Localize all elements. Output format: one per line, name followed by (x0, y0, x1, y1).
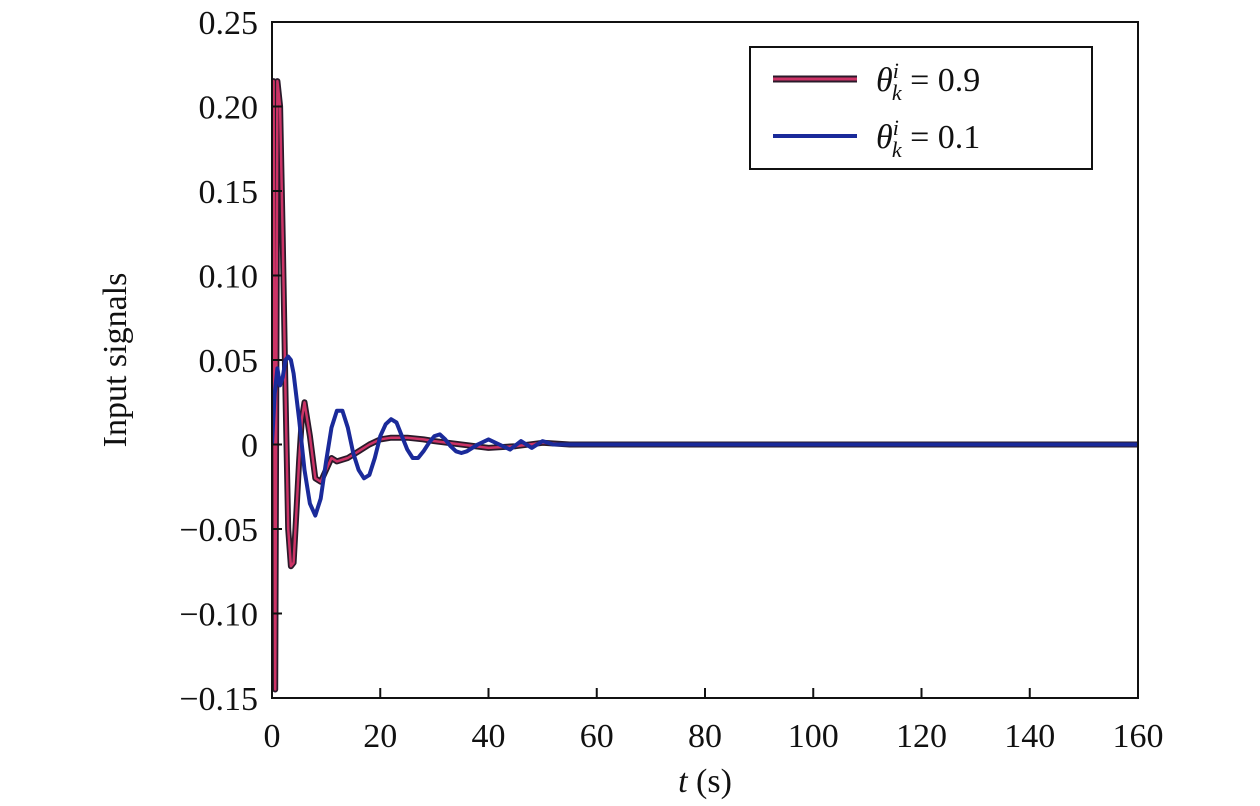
y-tick-label: 0.20 (199, 90, 259, 127)
x-tick-label: 100 (788, 718, 839, 755)
legend-label-1-symbol: θ (876, 119, 893, 156)
legend-label-1-value: = 0.1 (902, 119, 981, 156)
legend-label-1-sup: i (893, 115, 899, 140)
y-tick-label: 0 (241, 428, 258, 465)
series-layer (272, 78, 1138, 693)
y-tick-label: −0.10 (179, 597, 258, 634)
x-tick-label: 80 (688, 718, 722, 755)
x-axis-title-italic: t (678, 763, 689, 800)
x-tick-label: 0 (264, 718, 281, 755)
x-tick-label: 160 (1113, 718, 1164, 755)
legend-box (749, 46, 1093, 170)
series-1-line (272, 354, 1138, 518)
x-axis-title: t (s) (678, 763, 732, 800)
y-tick-label: 0.25 (199, 5, 259, 42)
x-tick-label: 20 (363, 718, 397, 755)
legend-label-0-sub: k (892, 80, 903, 105)
ticks-layer (271, 21, 1139, 699)
legend-label-1: θi k = 0.1 (876, 115, 980, 162)
x-tick-label: 120 (896, 718, 947, 755)
legend-label-0-value: = 0.9 (902, 62, 981, 99)
legend-label-1-sub: k (892, 137, 903, 162)
x-axis-title-unit: (s) (688, 763, 732, 800)
y-tick-label: 0.05 (199, 343, 259, 380)
x-tick-label: 60 (580, 718, 614, 755)
y-tick-label: −0.15 (179, 681, 258, 718)
legend-label-0-sup: i (893, 58, 899, 83)
y-axis-title: Input signals (97, 273, 134, 448)
x-tick-label: 40 (472, 718, 506, 755)
y-tick-label: −0.05 (179, 512, 258, 549)
x-tick-label: 140 (1004, 718, 1055, 755)
y-tick-label: 0.10 (199, 259, 259, 296)
labels-layer: 0 20 40 60 80 100 120 140 160 −0.15 −0.10 −0.05 0 0.0… (179, 5, 1163, 755)
y-tick-label: 0.15 (199, 174, 259, 211)
legend: θi k = 0.9 θi k = 0.1 (749, 46, 1093, 170)
legend-label-0: θi k = 0.9 (876, 58, 980, 105)
legend-label-0-symbol: θ (876, 62, 893, 99)
